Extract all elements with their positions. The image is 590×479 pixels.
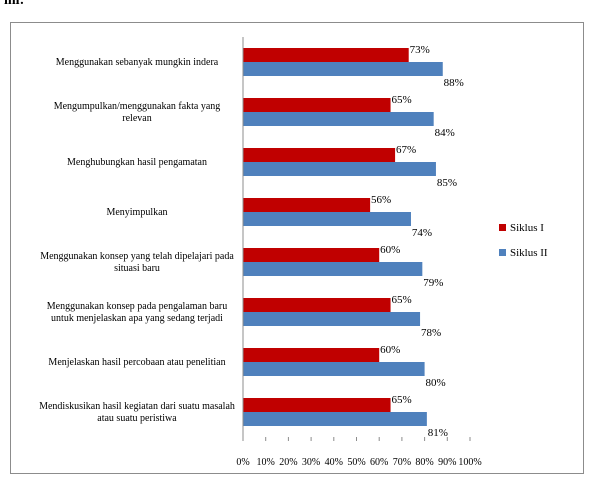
bar-siklus-2 xyxy=(243,162,436,176)
bar-siklus-2 xyxy=(243,112,434,126)
bar-siklus-2 xyxy=(243,412,427,426)
data-label: 81% xyxy=(428,427,448,439)
bar-siklus-1 xyxy=(243,48,409,62)
legend: Siklus I Siklus II xyxy=(499,222,548,259)
category-label: Menggunakan sebanyak mungkin indera xyxy=(56,57,219,68)
bar-siklus-1 xyxy=(243,298,391,312)
bar-siklus-2 xyxy=(243,362,425,376)
x-tick-label: 90% xyxy=(438,457,456,468)
data-label: 56% xyxy=(371,194,391,206)
bar-siklus-2 xyxy=(243,262,423,276)
data-label: 88% xyxy=(444,77,464,89)
legend-swatch xyxy=(499,249,506,256)
x-tick-label: 60% xyxy=(370,457,388,468)
data-label: 60% xyxy=(380,344,400,356)
category-label: Mendiskusikan hasil kegiatan dari suatu … xyxy=(39,401,235,412)
data-label: 73% xyxy=(410,44,430,56)
data-label: 67% xyxy=(396,144,416,156)
x-axis: 0% 10% 20% 30% 40% 50% 60% 70% 80% 90% 100% xyxy=(236,37,482,468)
category-label: Menggunakan konsep yang telah dipelajari… xyxy=(40,251,234,262)
data-label: 65% xyxy=(391,294,411,306)
data-label: 78% xyxy=(421,327,441,339)
bar-siklus-1 xyxy=(243,198,371,212)
chart-frame: Menggunakan sebanyak mungkin indera Mengu… xyxy=(10,22,584,474)
category-label: Mengumpulkan/menggunakan fakta yang xyxy=(54,101,221,112)
data-label: 65% xyxy=(391,94,411,106)
x-tick-label: 0% xyxy=(236,457,249,468)
bar-siklus-2 xyxy=(243,212,411,226)
x-tick-label: 70% xyxy=(393,457,411,468)
category-label: atau suatu peristiwa xyxy=(97,413,177,424)
category-label: untuk menjelaskan apa yang sedang terjad… xyxy=(51,313,223,324)
bar-siklus-1 xyxy=(243,398,391,412)
data-label: 80% xyxy=(426,377,446,389)
page-caption: ini: xyxy=(4,0,25,8)
x-tick-label: 20% xyxy=(279,457,297,468)
bar-siklus-2 xyxy=(243,62,443,76)
x-tick-label: 30% xyxy=(302,457,320,468)
x-tick-label: 40% xyxy=(325,457,343,468)
data-label: 74% xyxy=(412,227,432,239)
category-label: Menyimpulkan xyxy=(106,207,167,218)
bars: 73% 88% 65% 84% 67% 85% 56% 74% 60% 79% 65% 78% 60% 8… xyxy=(243,44,464,439)
category-label: relevan xyxy=(122,113,151,124)
x-tick-label: 50% xyxy=(347,457,365,468)
data-label: 65% xyxy=(391,394,411,406)
legend-label: Siklus I xyxy=(510,222,544,234)
bar-siklus-2 xyxy=(243,312,421,326)
category-label: Menjelaskan hasil percobaan atau penelit… xyxy=(48,357,225,368)
x-tick-label: 80% xyxy=(415,457,433,468)
bar-siklus-1 xyxy=(243,148,396,162)
legend-label: Siklus II xyxy=(510,247,548,259)
category-label: Menggunakan konsep pada pengalaman baru xyxy=(47,301,228,312)
x-tick-label: 100% xyxy=(458,457,481,468)
legend-swatch xyxy=(499,224,506,231)
data-label: 85% xyxy=(437,177,457,189)
bar-siklus-1 xyxy=(243,248,380,262)
bar-siklus-1 xyxy=(243,98,391,112)
x-tick-label: 10% xyxy=(257,457,275,468)
data-label: 84% xyxy=(435,127,455,139)
data-label: 60% xyxy=(380,244,400,256)
bar-siklus-1 xyxy=(243,348,380,362)
category-label: situasi baru xyxy=(114,263,160,274)
category-label: Menghubungkan hasil pengamatan xyxy=(67,157,207,168)
data-label: 79% xyxy=(423,277,443,289)
bar-chart: Menggunakan sebanyak mungkin indera Mengu… xyxy=(39,37,548,468)
category-labels: Menggunakan sebanyak mungkin indera Mengu… xyxy=(39,57,235,424)
